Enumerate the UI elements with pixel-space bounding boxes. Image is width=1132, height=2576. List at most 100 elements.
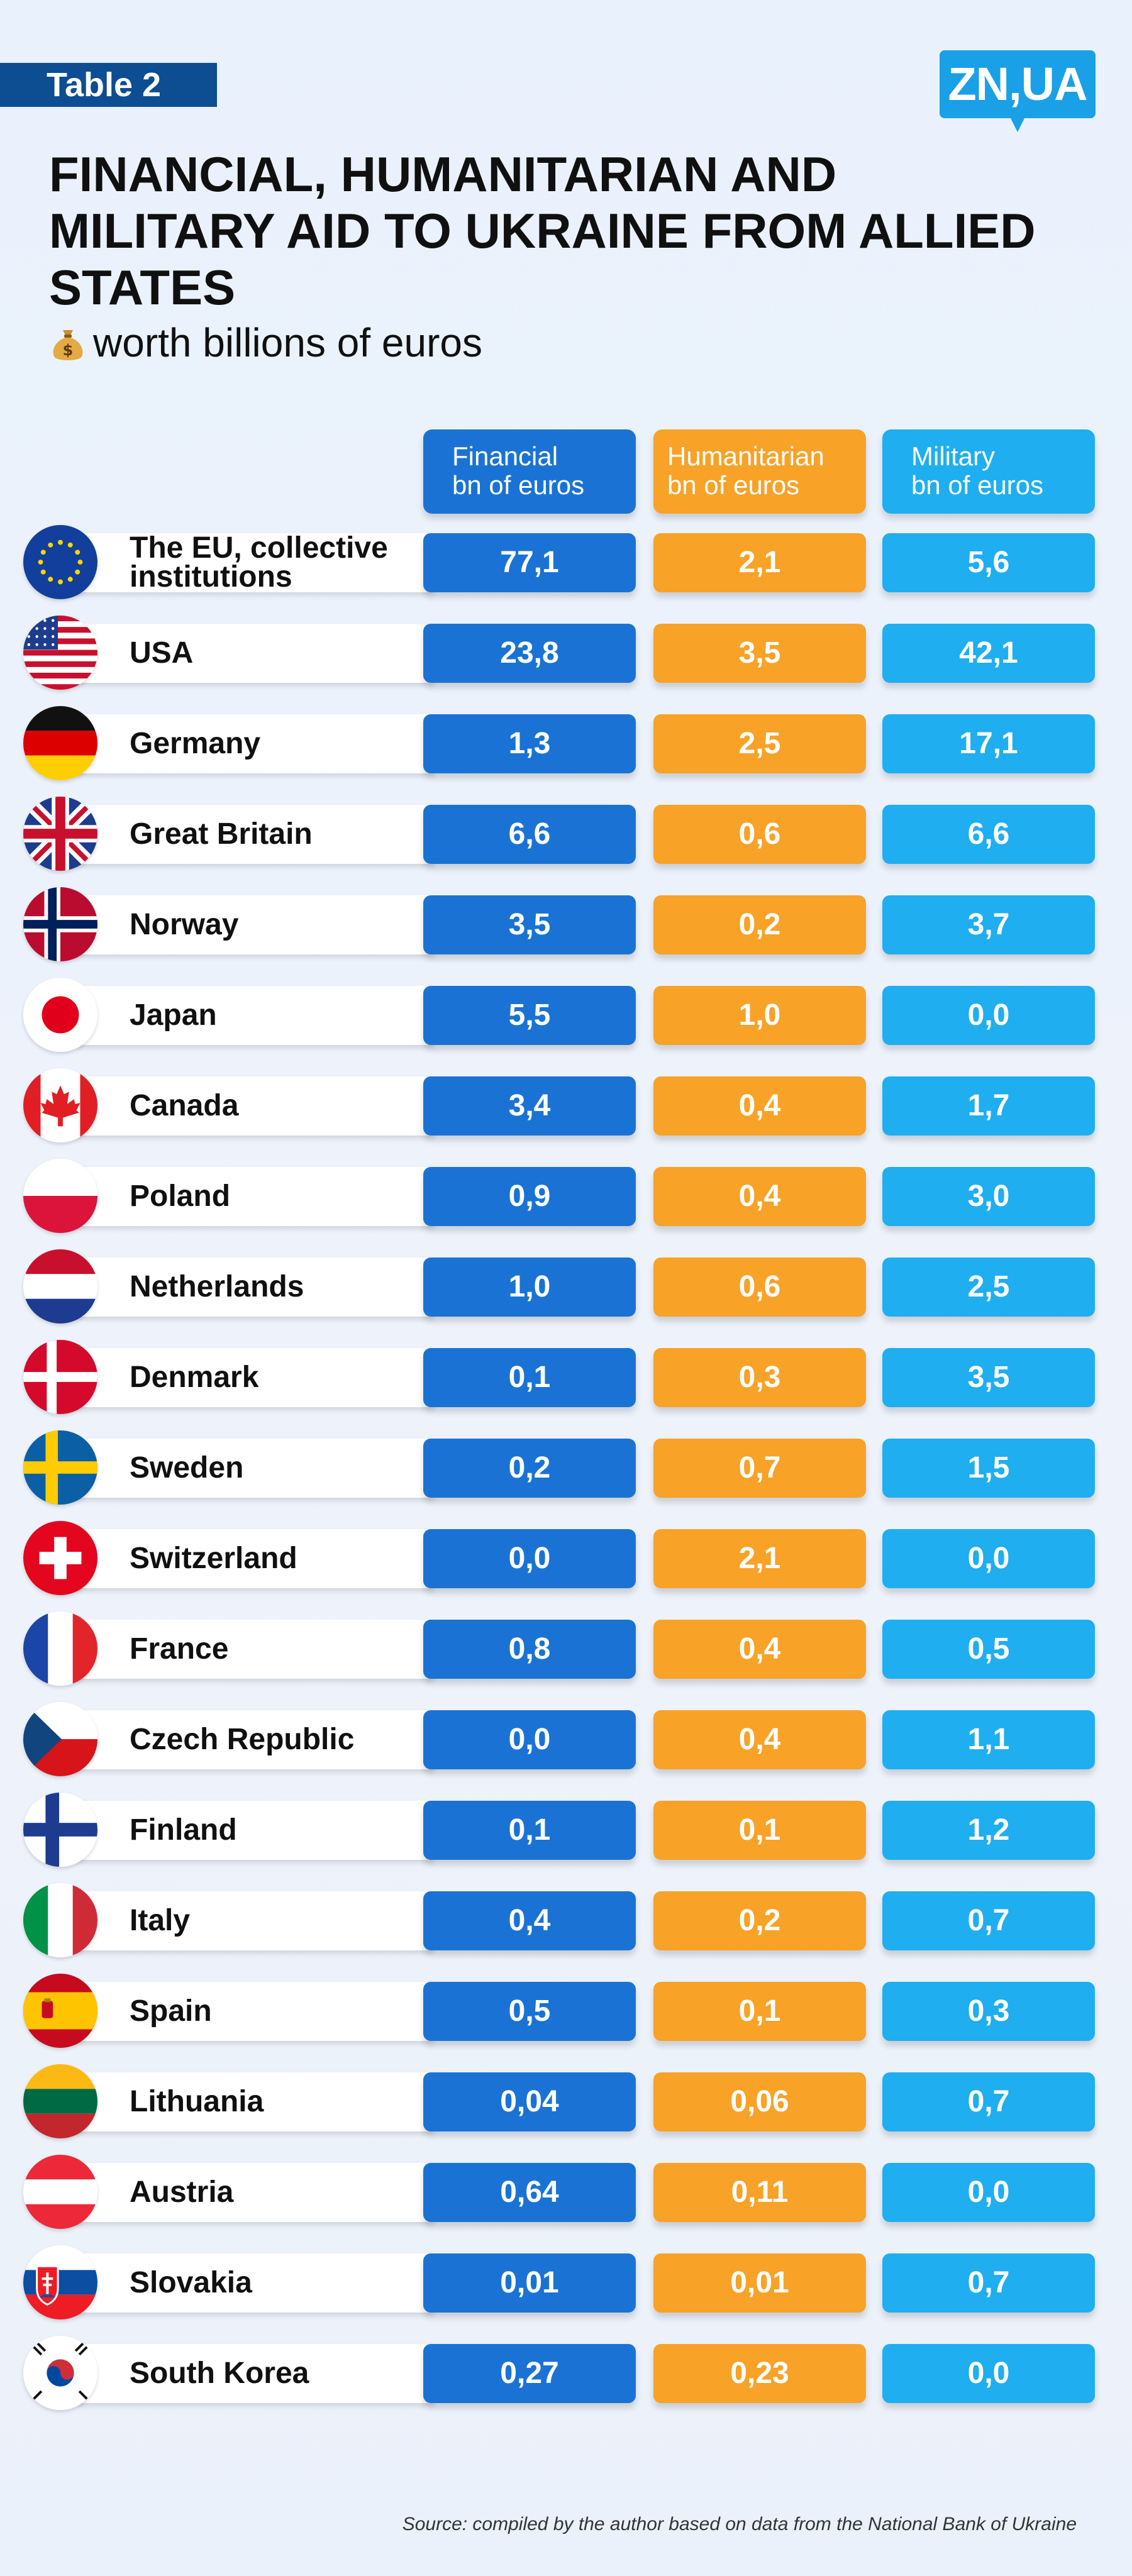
country-band xyxy=(75,624,434,683)
table-row: Canada 3,4 0,4 1,7 xyxy=(0,1060,1132,1151)
country-band xyxy=(75,895,434,954)
column-unit: bn of euros xyxy=(911,470,1044,500)
country-name: Poland xyxy=(130,1180,231,1213)
country-name: Japan xyxy=(130,998,217,1032)
financial-value: 0,64 xyxy=(423,2163,636,2222)
country-name: Switzerland xyxy=(130,1542,297,1575)
country-band xyxy=(75,2072,434,2131)
country-band xyxy=(75,1710,434,1769)
military-value: 0,0 xyxy=(882,2344,1095,2403)
military-value: 3,7 xyxy=(882,895,1095,954)
column-header-military: Military bn of euros xyxy=(882,429,1095,514)
financial-value: 1,3 xyxy=(423,714,636,773)
humanitarian-value: 2,1 xyxy=(653,533,866,592)
country-band xyxy=(75,533,434,592)
country-band xyxy=(75,805,434,864)
country-band xyxy=(75,1439,434,1498)
table-row: Spain 0,5 0,1 0,3 xyxy=(0,1965,1132,2056)
financial-value: 6,6 xyxy=(423,805,636,864)
humanitarian-value: 0,4 xyxy=(653,1076,866,1136)
financial-value: 0,0 xyxy=(423,1710,636,1769)
usa-flag-icon xyxy=(23,616,97,690)
poland-flag-icon xyxy=(23,1159,97,1233)
table-row: Denmark 0,1 0,3 3,5 xyxy=(0,1332,1132,1422)
humanitarian-value: 2,5 xyxy=(653,714,866,773)
financial-value: 77,1 xyxy=(423,533,636,592)
spain-flag-icon xyxy=(23,1974,97,2048)
humanitarian-value: 0,01 xyxy=(653,2253,866,2313)
table-row: South Korea 0,27 0,23 0,0 xyxy=(0,2328,1132,2418)
humanitarian-value: 0,4 xyxy=(653,1167,866,1226)
column-name: Military xyxy=(911,441,995,471)
country-band xyxy=(75,1891,434,1950)
humanitarian-value: 0,4 xyxy=(653,1620,866,1679)
country-name: Austria xyxy=(130,2175,234,2209)
austria-flag-icon xyxy=(23,2155,97,2229)
financial-value: 0,01 xyxy=(423,2253,636,2313)
svg-text:$: $ xyxy=(63,341,74,359)
military-value: 0,0 xyxy=(882,2163,1095,2222)
netherlands-flag-icon xyxy=(23,1249,97,1324)
humanitarian-value: 0,11 xyxy=(653,2163,866,2222)
humanitarian-value: 0,1 xyxy=(653,1982,866,2041)
country-band xyxy=(75,2253,434,2313)
military-value: 0,7 xyxy=(882,1891,1095,1950)
country-name: Norway xyxy=(130,908,239,941)
country-name: Spain xyxy=(130,1994,212,2028)
source-note: Source: compiled by the author based on … xyxy=(402,2514,1077,2535)
humanitarian-value: 0,4 xyxy=(653,1710,866,1769)
financial-value: 0,27 xyxy=(423,2344,636,2403)
country-name: Canada xyxy=(130,1089,239,1122)
country-band xyxy=(75,986,434,1045)
military-value: 3,5 xyxy=(882,1348,1095,1407)
country-band xyxy=(75,2344,434,2403)
table-row: The EU, collective institutions 77,1 2,1 5,… xyxy=(0,517,1132,607)
financial-value: 0,0 xyxy=(423,1529,636,1588)
country-name: USA xyxy=(130,636,194,670)
table-row: Germany 1,3 2,5 17,1 xyxy=(0,698,1132,788)
country-name: Netherlands xyxy=(130,1270,304,1303)
humanitarian-value: 3,5 xyxy=(653,624,866,683)
country-band xyxy=(75,1348,434,1407)
humanitarian-value: 2,1 xyxy=(653,1529,866,1588)
country-band xyxy=(75,2163,434,2222)
eu-flag-icon xyxy=(23,525,97,599)
military-value: 17,1 xyxy=(882,714,1095,773)
country-band xyxy=(75,1258,434,1317)
military-value: 3,0 xyxy=(882,1167,1095,1226)
humanitarian-value: 0,23 xyxy=(653,2344,866,2403)
military-value: 0,0 xyxy=(882,986,1095,1045)
financial-value: 1,0 xyxy=(423,1258,636,1317)
country-name: Lithuania xyxy=(130,2085,264,2118)
germany-flag-icon xyxy=(23,706,97,780)
country-band xyxy=(75,1620,434,1679)
humanitarian-value: 0,2 xyxy=(653,895,866,954)
chart-subtitle: $ worth billions of euros xyxy=(49,318,482,368)
column-unit: bn of euros xyxy=(667,470,800,500)
humanitarian-value: 0,06 xyxy=(653,2072,866,2131)
country-name: Finland xyxy=(130,1813,237,1847)
humanitarian-value: 0,6 xyxy=(653,1258,866,1317)
military-value: 1,2 xyxy=(882,1801,1095,1860)
table-row: Czech Republic 0,0 0,4 1,1 xyxy=(0,1694,1132,1784)
military-value: 1,5 xyxy=(882,1439,1095,1498)
country-band xyxy=(75,1982,434,2041)
table-row: USA 23,8 3,5 42,1 xyxy=(0,607,1132,698)
uk-flag-icon xyxy=(23,797,97,871)
country-name: Great Britain xyxy=(130,817,313,851)
table-label: Table 2 xyxy=(0,63,217,107)
financial-value: 0,1 xyxy=(423,1348,636,1407)
table-row: Netherlands 1,0 0,6 2,5 xyxy=(0,1241,1132,1332)
lithuania-flag-icon xyxy=(23,2064,97,2138)
military-value: 1,1 xyxy=(882,1710,1095,1769)
military-value: 0,7 xyxy=(882,2072,1095,2131)
table-row: Switzerland 0,0 2,1 0,0 xyxy=(0,1513,1132,1603)
financial-value: 0,5 xyxy=(423,1982,636,2041)
country-name: Denmark xyxy=(130,1361,259,1394)
humanitarian-value: 0,2 xyxy=(653,1891,866,1950)
column-header-humanitarian: Humanitarian bn of euros xyxy=(653,429,866,514)
military-value: 0,0 xyxy=(882,1529,1095,1588)
subtitle-text: worth billions of euros xyxy=(93,320,482,365)
sweden-flag-icon xyxy=(23,1430,97,1505)
country-name: The EU, collective institutions xyxy=(130,531,388,594)
